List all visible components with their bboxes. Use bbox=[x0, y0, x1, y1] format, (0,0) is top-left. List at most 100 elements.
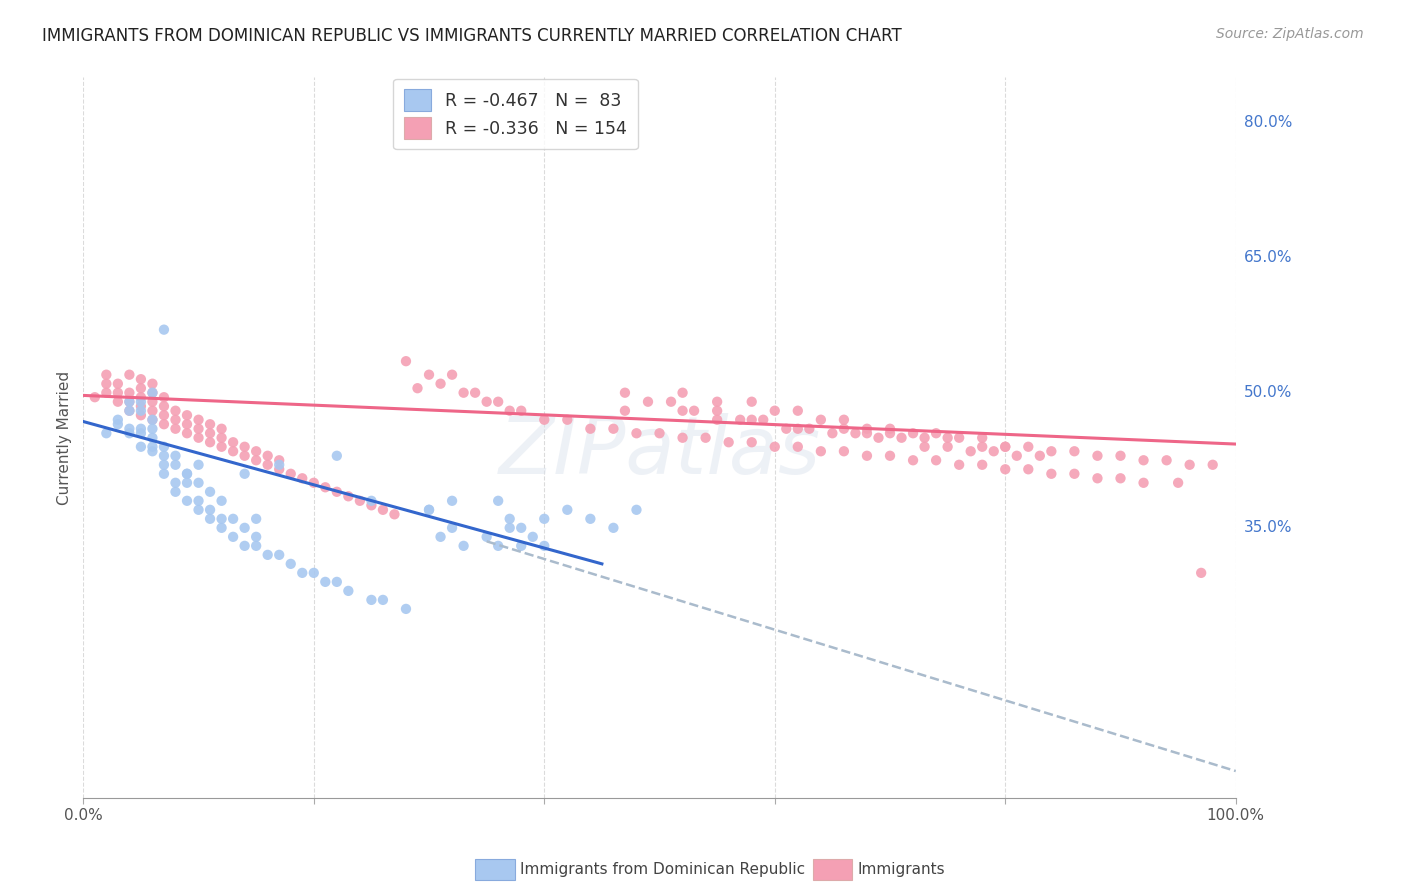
Point bbox=[395, 354, 418, 368]
Point bbox=[107, 385, 129, 400]
Point bbox=[176, 409, 198, 423]
Point bbox=[659, 394, 682, 409]
Point bbox=[602, 521, 624, 535]
Point bbox=[499, 403, 522, 417]
Point bbox=[165, 413, 187, 427]
Text: Immigrants: Immigrants bbox=[858, 863, 945, 877]
Point bbox=[141, 413, 163, 427]
Point bbox=[786, 440, 808, 454]
Point bbox=[198, 484, 221, 499]
Point bbox=[557, 413, 579, 427]
Point bbox=[510, 403, 533, 417]
Point bbox=[1005, 449, 1028, 463]
Point bbox=[222, 530, 245, 544]
Point bbox=[901, 426, 924, 441]
Point bbox=[222, 444, 245, 458]
Point bbox=[129, 440, 152, 454]
Point bbox=[141, 394, 163, 409]
Point bbox=[256, 449, 278, 463]
Point bbox=[211, 431, 233, 445]
Point bbox=[763, 403, 786, 417]
Point bbox=[441, 368, 464, 382]
Point bbox=[153, 458, 176, 472]
Point bbox=[637, 394, 659, 409]
Point bbox=[579, 512, 602, 526]
Point bbox=[118, 385, 141, 400]
Point bbox=[648, 426, 671, 441]
Point bbox=[118, 394, 141, 409]
Point bbox=[141, 440, 163, 454]
Point bbox=[256, 548, 278, 562]
Point bbox=[1017, 462, 1039, 476]
Point bbox=[994, 462, 1017, 476]
Point bbox=[291, 566, 314, 580]
Point bbox=[222, 435, 245, 450]
Point bbox=[1132, 475, 1154, 490]
Point bbox=[129, 409, 152, 423]
Text: Source: ZipAtlas.com: Source: ZipAtlas.com bbox=[1216, 27, 1364, 41]
Point bbox=[879, 426, 901, 441]
Point bbox=[314, 480, 336, 494]
Point bbox=[1087, 449, 1109, 463]
Point bbox=[821, 426, 844, 441]
Point bbox=[176, 493, 198, 508]
Point bbox=[441, 493, 464, 508]
Point bbox=[280, 557, 302, 571]
Point bbox=[671, 385, 693, 400]
Point bbox=[832, 444, 855, 458]
Point bbox=[141, 376, 163, 391]
Point bbox=[211, 440, 233, 454]
Point bbox=[118, 368, 141, 382]
Text: 80.0%: 80.0% bbox=[1244, 115, 1292, 130]
Point bbox=[153, 417, 176, 432]
Point bbox=[1087, 471, 1109, 485]
Point bbox=[890, 431, 912, 445]
Point bbox=[129, 394, 152, 409]
Point bbox=[326, 484, 349, 499]
Point bbox=[165, 484, 187, 499]
Point bbox=[83, 390, 105, 404]
Point bbox=[1189, 566, 1212, 580]
Point bbox=[198, 503, 221, 517]
Point bbox=[799, 422, 821, 436]
Point bbox=[486, 539, 509, 553]
Point bbox=[141, 431, 163, 445]
Point bbox=[211, 521, 233, 535]
Point bbox=[741, 413, 763, 427]
Point bbox=[187, 503, 209, 517]
Point bbox=[360, 593, 382, 607]
Point bbox=[291, 471, 314, 485]
Y-axis label: Currently Married: Currently Married bbox=[58, 371, 72, 505]
Point bbox=[959, 444, 981, 458]
Point bbox=[233, 521, 256, 535]
Point bbox=[579, 422, 602, 436]
Point bbox=[706, 403, 728, 417]
Point bbox=[994, 440, 1017, 454]
Point bbox=[1040, 444, 1063, 458]
Point bbox=[1132, 453, 1154, 467]
Text: 35.0%: 35.0% bbox=[1244, 520, 1292, 535]
Point bbox=[683, 403, 706, 417]
Point bbox=[741, 394, 763, 409]
Point bbox=[510, 539, 533, 553]
Point bbox=[153, 440, 176, 454]
Point bbox=[129, 399, 152, 413]
Point bbox=[349, 493, 371, 508]
Point bbox=[557, 503, 579, 517]
Point bbox=[475, 530, 498, 544]
Point bbox=[233, 449, 256, 463]
Point bbox=[222, 512, 245, 526]
Point bbox=[337, 583, 360, 598]
Point bbox=[671, 431, 693, 445]
Point bbox=[153, 323, 176, 337]
Point bbox=[107, 413, 129, 427]
Point bbox=[187, 431, 209, 445]
Point bbox=[269, 548, 291, 562]
Point bbox=[856, 449, 879, 463]
Point bbox=[165, 422, 187, 436]
Point bbox=[728, 413, 751, 427]
Point bbox=[475, 394, 498, 409]
Point bbox=[972, 431, 994, 445]
Point bbox=[972, 458, 994, 472]
Point bbox=[1167, 475, 1189, 490]
